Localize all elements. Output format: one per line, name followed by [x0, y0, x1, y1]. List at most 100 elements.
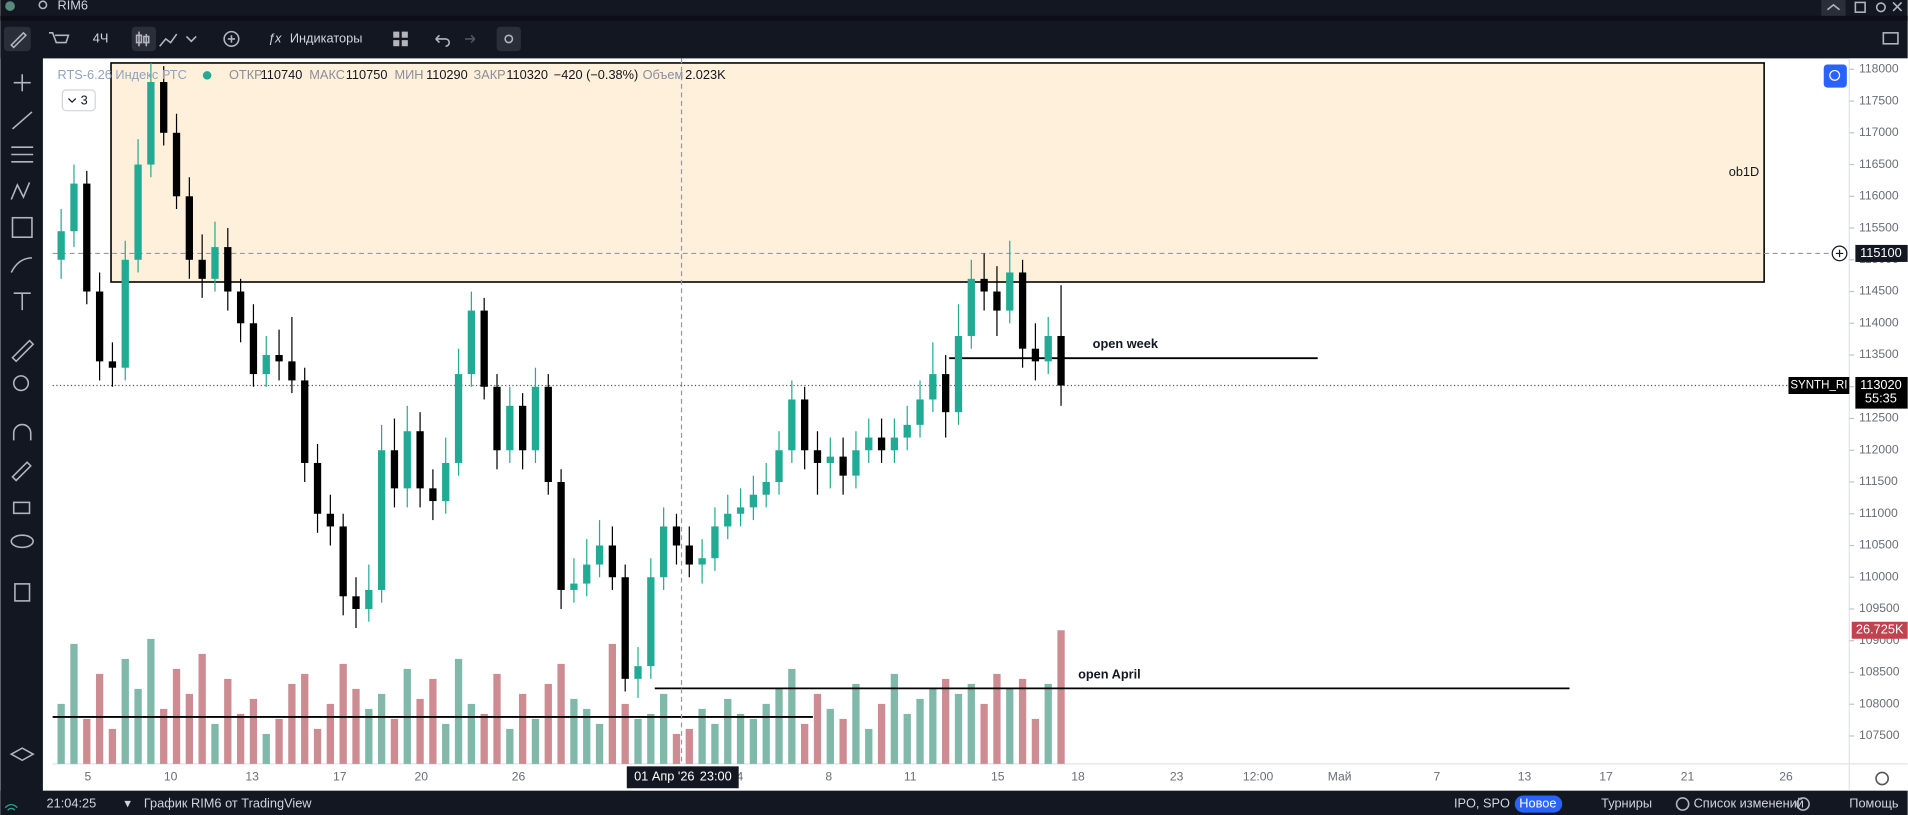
y-tick-label: 116000: [1859, 189, 1899, 203]
candle-body: [711, 526, 719, 559]
ipo-link[interactable]: IPO, SPO: [1454, 795, 1510, 810]
indicators-button[interactable]: Индикаторы: [290, 30, 363, 45]
pattern-tool[interactable]: [10, 182, 31, 200]
magnet-tool[interactable]: [12, 423, 32, 441]
order-block-zone: [110, 62, 1765, 283]
candle-body: [993, 291, 1001, 311]
plot-area: 118000 117500 117000 116500 116000 115500 11 5 0…: [52, 58, 1908, 791]
changelog-link[interactable]: Список изменений: [1694, 795, 1804, 810]
y-tick-label: 110500: [1859, 538, 1899, 552]
undo-icon[interactable]: [435, 34, 450, 48]
cart-icon[interactable]: [48, 32, 70, 44]
new-badge: Новое: [1519, 795, 1556, 810]
volume-bar: [95, 673, 104, 764]
projection-tool[interactable]: [11, 216, 33, 238]
volume-bar: [839, 718, 847, 764]
candle-body: [531, 386, 540, 451]
add-icon[interactable]: [223, 30, 240, 48]
volume-bar: [442, 723, 450, 764]
collapse-button[interactable]: [1821, 0, 1846, 16]
trash-tool[interactable]: [14, 583, 31, 602]
crosshair-tool[interactable]: [13, 74, 31, 92]
candle-body: [1018, 272, 1027, 349]
x-tick-label: 12:00: [1243, 770, 1274, 784]
candle-body: [95, 291, 104, 362]
x-tick-label: 23: [1170, 770, 1184, 784]
volume-bar: [275, 718, 283, 764]
candle-body: [160, 82, 168, 133]
candle-body: [762, 482, 770, 495]
zoom-tool[interactable]: [12, 375, 30, 392]
replay-icon: [504, 34, 514, 44]
symbol[interactable]: RIM6: [58, 0, 89, 12]
redo-icon[interactable]: [464, 34, 476, 44]
tv-logo: ▾: [124, 795, 131, 810]
help-link[interactable]: Помощь: [1849, 795, 1899, 810]
camera-icon[interactable]: [1882, 32, 1899, 45]
object-tree[interactable]: [9, 747, 35, 762]
crosshair-price: 115100: [1860, 245, 1902, 260]
candle-body: [480, 310, 488, 387]
sync-button[interactable]: [1823, 64, 1847, 88]
line-tool[interactable]: [11, 111, 33, 130]
help-icon: [1796, 797, 1810, 811]
window-icon[interactable]: [1854, 1, 1866, 13]
interval[interactable]: 4Ч: [93, 30, 109, 45]
volume-bar: [531, 718, 540, 764]
indicators-count: 3: [81, 92, 88, 107]
volume-bar: [672, 733, 681, 764]
volume-bar: [83, 718, 91, 764]
layout-icon: [401, 40, 408, 47]
volume-bar: [249, 698, 258, 764]
volume-bar: [762, 703, 770, 764]
fib-tool[interactable]: [11, 146, 34, 163]
candle-body: [301, 380, 309, 463]
candle-body: [967, 278, 975, 336]
search-icon[interactable]: [38, 0, 48, 10]
candle-body: [698, 558, 706, 565]
axis-settings[interactable]: [1875, 771, 1889, 786]
volume-bar: [801, 723, 809, 764]
candle-body: [1057, 335, 1065, 386]
ruler-tool[interactable]: [11, 339, 35, 363]
lock-tool[interactable]: [12, 501, 31, 515]
brush-tool[interactable]: [10, 257, 32, 273]
indicators-toggle[interactable]: [61, 89, 96, 112]
text-tool[interactable]: [13, 292, 31, 311]
candle-body: [83, 183, 91, 292]
replay-button[interactable]: [496, 26, 521, 52]
series-name: SYNTH_RI: [1790, 380, 1847, 392]
candle-body: [890, 437, 899, 451]
layout-icon: [401, 31, 408, 38]
hide-tool[interactable]: [10, 534, 34, 549]
candle-body: [672, 526, 681, 546]
x-tick-label: 18: [1071, 770, 1085, 784]
volume-bar: [775, 688, 783, 764]
volume-bar: [518, 693, 527, 764]
y-tick-label: 112000: [1859, 442, 1899, 456]
tournaments-link[interactable]: Турниры: [1601, 795, 1652, 810]
candle-body: [813, 450, 822, 463]
volume-bar: [916, 698, 924, 764]
chevron-up: [1826, 3, 1841, 11]
x-tick-label: 13: [1518, 770, 1532, 784]
layout-icon[interactable]: [393, 31, 400, 38]
x-tick-label: 26: [512, 770, 526, 784]
candle-body: [1044, 335, 1052, 362]
lock-draw-tool[interactable]: [11, 461, 32, 482]
volume-bar: [903, 713, 911, 764]
candle-body: [275, 355, 283, 362]
area-icon[interactable]: [159, 33, 178, 47]
candle-body: [442, 462, 450, 502]
candle-body: [660, 526, 668, 578]
chart-link[interactable]: График RIM6 от TradingView: [144, 795, 312, 810]
connection-icon: [4, 804, 18, 811]
settings-icon[interactable]: [1875, 2, 1886, 13]
candle-body: [57, 231, 65, 260]
close-icon[interactable]: [1892, 1, 1903, 12]
candle-body: [916, 399, 924, 425]
series-name-badge: [1788, 376, 1850, 395]
level-label: open April: [1078, 666, 1141, 681]
dropdown[interactable]: [185, 35, 197, 43]
close-label: ЗАКР: [474, 67, 506, 82]
